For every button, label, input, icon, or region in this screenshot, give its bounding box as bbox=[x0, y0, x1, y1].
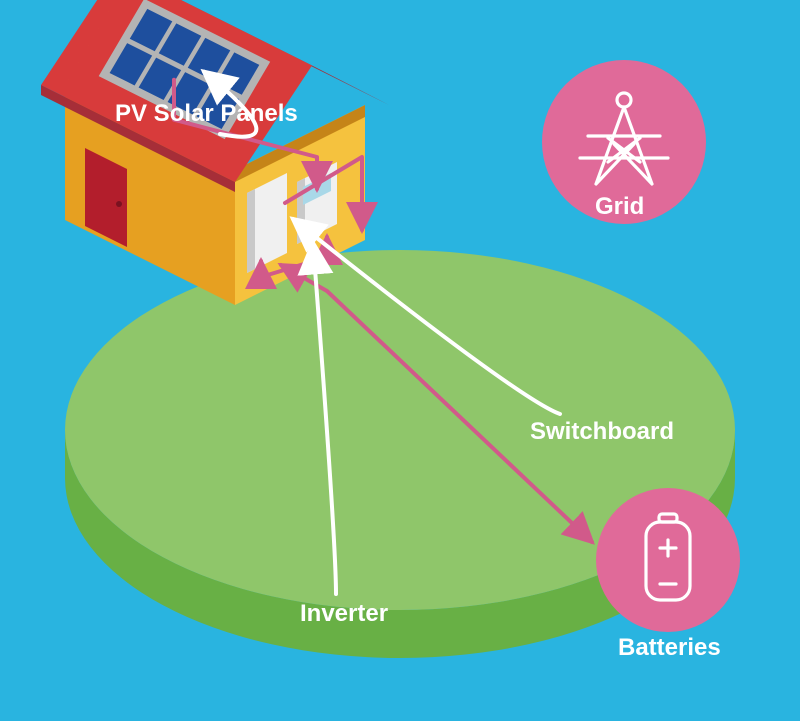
label-pv-panels: PV Solar Panels bbox=[115, 100, 298, 128]
label-switchboard: Switchboard bbox=[530, 418, 674, 446]
batteries-circle bbox=[596, 488, 740, 632]
label-inverter: Inverter bbox=[300, 600, 388, 628]
diagram-stage: PV Solar Panels Grid Switchboard Batteri… bbox=[0, 0, 800, 721]
door-knob bbox=[116, 201, 122, 207]
label-batteries: Batteries bbox=[618, 634, 721, 662]
label-grid: Grid bbox=[595, 193, 644, 221]
